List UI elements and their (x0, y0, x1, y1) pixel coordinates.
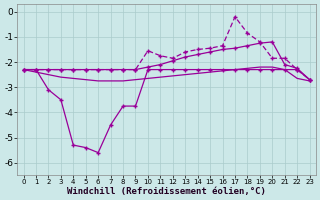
X-axis label: Windchill (Refroidissement éolien,°C): Windchill (Refroidissement éolien,°C) (67, 187, 266, 196)
